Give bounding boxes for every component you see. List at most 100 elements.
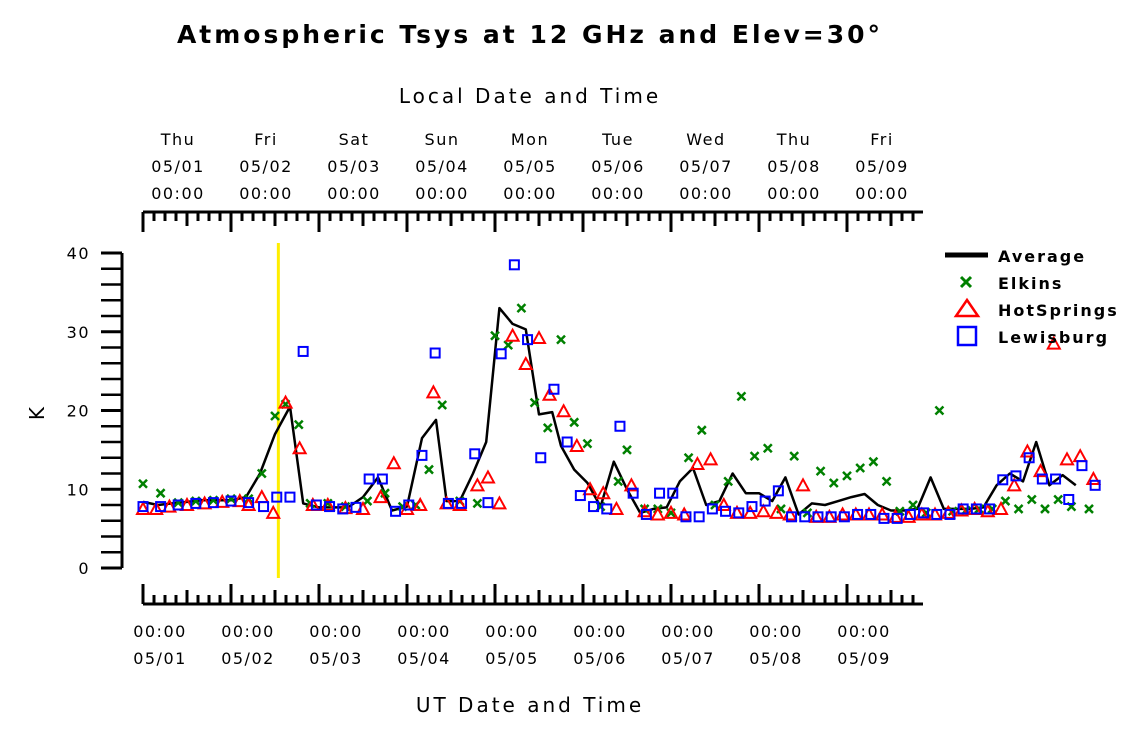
bottom-tick-time: 00:00 xyxy=(309,622,363,641)
bottom-tick-time: 00:00 xyxy=(133,622,187,641)
data-point-lewisburg xyxy=(508,259,520,271)
data-point-lewisburg xyxy=(1036,473,1048,485)
legend: Average Elkins HotSprings Lewisburg xyxy=(945,247,1117,347)
data-point-elkins xyxy=(1040,504,1050,514)
data-point-elkins xyxy=(472,498,483,509)
top-tick-day: Sun xyxy=(425,130,460,149)
data-point-lewisburg xyxy=(838,511,850,523)
data-point-lewisburg xyxy=(324,501,336,513)
bottom-tick-date: 05/05 xyxy=(485,649,539,668)
legend-swatch-elkins xyxy=(959,275,973,289)
top-tick-day: Thu xyxy=(160,130,196,149)
series-lewisburg xyxy=(137,259,1101,524)
y-tick-label: 20 xyxy=(67,402,90,421)
data-point-hotsprings xyxy=(372,489,389,504)
data-point-lewisburg xyxy=(878,512,890,524)
data-point-hotsprings xyxy=(425,384,442,399)
bottom-tick-time: 00:00 xyxy=(573,622,627,641)
legend-swatch-hotsprings xyxy=(953,297,981,318)
data-point-hotsprings xyxy=(742,504,758,519)
data-point-lewisburg xyxy=(350,501,362,513)
data-point-hotsprings xyxy=(900,508,917,523)
series-elkins xyxy=(138,303,1094,518)
data-point-lewisburg xyxy=(706,503,718,515)
data-point-lewisburg xyxy=(812,511,824,523)
top-tick-time: 00:00 xyxy=(415,184,469,203)
data-point-elkins xyxy=(556,334,566,345)
data-point-lewisburg xyxy=(548,383,560,395)
top-tick-date: 05/09 xyxy=(855,157,909,176)
data-point-elkins xyxy=(542,422,553,433)
data-point-hotsprings xyxy=(650,506,666,521)
data-point-lewisburg xyxy=(429,347,441,359)
data-point-lewisburg xyxy=(799,511,811,523)
data-point-hotsprings xyxy=(595,485,611,500)
bottom-tick-time: 00:00 xyxy=(837,622,891,641)
data-point-lewisburg xyxy=(667,487,679,499)
data-point-hotsprings xyxy=(504,327,521,342)
data-point-lewisburg xyxy=(733,507,745,519)
data-point-elkins xyxy=(762,443,773,454)
data-point-hotsprings xyxy=(834,506,851,521)
data-point-lewisburg xyxy=(207,497,219,509)
data-point-elkins xyxy=(1053,494,1064,505)
top-tick-day: Fri xyxy=(254,130,278,149)
data-point-hotsprings xyxy=(689,455,706,471)
data-point-hotsprings xyxy=(214,493,230,508)
data-point-elkins xyxy=(529,397,540,408)
data-point-elkins xyxy=(868,456,879,467)
data-point-lewisburg xyxy=(337,503,349,515)
data-point-hotsprings xyxy=(663,504,679,519)
top-tick-date: 05/07 xyxy=(679,157,733,176)
data-point-elkins xyxy=(828,478,839,488)
data-point-lewisburg xyxy=(957,503,969,515)
data-point-lewisburg xyxy=(825,511,837,523)
bottom-tick-time: 00:00 xyxy=(661,622,715,641)
data-point-hotsprings xyxy=(265,504,281,519)
data-point-lewisburg xyxy=(363,473,375,485)
data-point-elkins xyxy=(582,438,593,449)
y-tick-label: 0 xyxy=(78,559,90,578)
data-point-lewisburg xyxy=(786,511,798,523)
data-point-hotsprings xyxy=(782,506,798,521)
data-point-elkins xyxy=(622,444,632,455)
legend-item-hotsprings: HotSprings xyxy=(953,297,1117,320)
top-axis-title: Local Date and Time xyxy=(399,84,661,108)
data-point-lewisburg xyxy=(904,508,916,520)
data-point-lewisburg xyxy=(680,511,692,523)
data-point-elkins xyxy=(908,500,918,510)
top-tick-time: 00:00 xyxy=(327,184,381,203)
data-point-hotsprings xyxy=(240,496,257,511)
data-point-lewisburg xyxy=(918,507,930,519)
data-point-lewisburg xyxy=(984,503,996,515)
data-point-elkins xyxy=(1084,504,1094,514)
legend-item-average: Average xyxy=(945,247,1084,266)
y-axis-title: K xyxy=(25,404,49,420)
data-point-lewisburg xyxy=(258,501,270,513)
data-point-lewisburg xyxy=(522,334,534,346)
data-point-lewisburg xyxy=(442,497,454,509)
legend-item-elkins: Elkins xyxy=(959,274,1061,293)
top-tick-time: 00:00 xyxy=(855,184,909,203)
data-point-hotsprings xyxy=(179,496,195,511)
data-point-hotsprings xyxy=(469,477,486,492)
data-point-elkins xyxy=(362,496,373,506)
data-point-lewisburg xyxy=(601,503,613,515)
data-point-hotsprings xyxy=(491,495,508,510)
data-point-lewisburg xyxy=(1089,479,1101,491)
legend-item-lewisburg: Lewisburg xyxy=(956,325,1107,347)
data-point-lewisburg xyxy=(190,497,202,509)
data-point-lewisburg xyxy=(720,505,732,517)
data-point-elkins xyxy=(934,405,945,416)
data-point-elkins xyxy=(881,476,892,487)
data-point-hotsprings xyxy=(1032,463,1049,478)
data-point-lewisburg xyxy=(535,452,547,464)
data-point-elkins xyxy=(789,451,800,462)
top-tick-date: 05/05 xyxy=(503,157,557,176)
data-point-lewisburg xyxy=(456,497,468,509)
bottom-tick-date: 05/08 xyxy=(749,649,803,668)
data-point-hotsprings xyxy=(518,355,534,371)
data-point-hotsprings xyxy=(135,500,151,515)
data-point-lewisburg xyxy=(284,491,296,503)
